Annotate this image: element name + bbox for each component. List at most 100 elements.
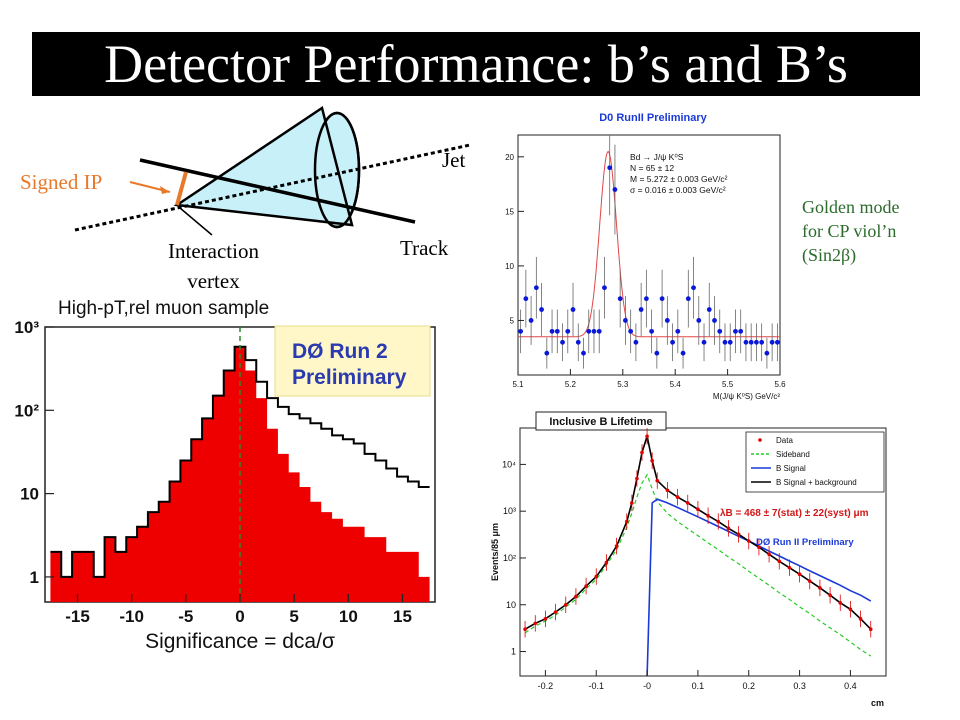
annotation-run: DØ Run II Preliminary xyxy=(756,537,854,548)
data-point xyxy=(539,307,544,312)
lifetime-plot: Inclusive B Lifetime -0.2 -0.1 -0 0.1 0.2 0.3 0… xyxy=(490,411,887,708)
data-point xyxy=(543,617,548,621)
x-tick-label: -0 xyxy=(643,681,651,691)
data-point xyxy=(640,450,644,455)
x-tick-label: -10 xyxy=(119,607,144,626)
data-point xyxy=(807,579,812,583)
x-tick-label: 5.3 xyxy=(617,380,629,389)
data-point xyxy=(868,627,873,632)
data-point xyxy=(767,552,771,557)
golden-mode-note: Golden mode for CP viol’n (Sin2β) xyxy=(802,195,899,267)
data-point xyxy=(624,519,629,524)
signed-ip-label: Signed IP xyxy=(20,170,103,194)
data-point xyxy=(614,544,619,548)
data-point xyxy=(774,339,780,345)
preliminary-box xyxy=(274,325,431,397)
legend-label: Sideband xyxy=(776,450,810,459)
data-point xyxy=(680,350,686,356)
x-axis-label: M(J/ψ K⁰S) GeV/c² xyxy=(713,392,780,401)
fit-curve xyxy=(518,150,780,338)
data-point xyxy=(563,602,568,607)
y-tick-label: 10² xyxy=(14,401,39,420)
data-point xyxy=(596,328,602,334)
legend-marker xyxy=(758,438,762,442)
x-tick-label: 5.1 xyxy=(512,380,524,389)
data-point xyxy=(633,339,639,345)
vertex-label-line1: Interaction xyxy=(168,239,259,263)
stats-line: M = 5.272 ± 0.003 GeV/c² xyxy=(630,174,728,184)
x-tick-label: 0.4 xyxy=(844,681,857,691)
bd-mass-plot: D0 RunII Preliminary 5.1 5.2 5.3 5.4 5.5 5.6 5 1… xyxy=(505,112,786,401)
data-point xyxy=(696,318,702,323)
signed-ip-marker xyxy=(175,171,188,206)
x-tick-label: -0.1 xyxy=(588,681,604,691)
data-point xyxy=(848,607,853,612)
data-point xyxy=(581,350,586,356)
data-point xyxy=(787,565,792,570)
data-point xyxy=(659,296,665,302)
series-signal-plus-bg xyxy=(524,433,872,630)
data-point xyxy=(712,318,717,323)
data-point xyxy=(797,572,802,576)
data-point xyxy=(818,586,822,590)
y-tick-label: 10 xyxy=(505,262,514,271)
y-tick-label: 10⁴ xyxy=(502,459,516,469)
data-point xyxy=(617,296,623,302)
data-point xyxy=(759,339,765,345)
data-point xyxy=(743,339,749,345)
y-tick-label: 10 xyxy=(506,600,516,610)
x-axis-label: cm xyxy=(871,698,884,708)
data-point xyxy=(604,560,609,565)
stats-line: N = 65 ± 12 xyxy=(630,163,674,173)
data-point xyxy=(655,478,660,483)
data-point xyxy=(748,339,754,345)
data-point xyxy=(838,601,843,605)
data-point xyxy=(638,307,644,312)
data-point xyxy=(726,526,731,531)
data-point xyxy=(670,339,675,345)
data-point xyxy=(701,339,707,345)
data-point xyxy=(574,594,578,599)
legend-label: B Signal xyxy=(776,464,806,473)
data-point xyxy=(757,545,761,549)
data-point xyxy=(754,339,759,345)
ip-diagram xyxy=(74,105,471,236)
data-point xyxy=(727,339,733,345)
jet-label: Jet xyxy=(442,148,466,172)
note-line3: (Sin2β) xyxy=(802,245,857,265)
data-point xyxy=(777,559,782,564)
data-point xyxy=(635,476,639,481)
data-point xyxy=(612,187,618,192)
data-point xyxy=(675,328,681,334)
y-axis-label: Events/85 μm xyxy=(490,523,500,581)
y-tick-label: 20 xyxy=(505,153,514,162)
data-point xyxy=(584,584,588,588)
data-point xyxy=(764,350,770,356)
data-point xyxy=(736,532,741,537)
data-point xyxy=(650,458,654,463)
x-tick-label: 5.6 xyxy=(774,380,786,389)
jet-cone xyxy=(173,105,354,227)
data-point xyxy=(591,328,597,334)
series-sideband xyxy=(524,473,872,657)
x-tick-label: 10 xyxy=(339,607,358,626)
note-line1: Golden mode xyxy=(802,197,900,217)
x-tick-label: -15 xyxy=(65,607,90,626)
data-point xyxy=(586,328,592,334)
series-step-hist xyxy=(50,345,430,578)
data-point xyxy=(738,328,744,334)
data-point xyxy=(628,328,634,334)
data-point xyxy=(722,339,728,345)
data-point xyxy=(664,318,670,323)
slide-title: Detector Performance: b’s and B’s xyxy=(32,32,920,96)
data-point xyxy=(560,339,565,345)
y-tick-label: 5 xyxy=(510,316,515,325)
chart-title: D0 RunII Preliminary xyxy=(599,112,707,124)
data-point xyxy=(602,285,607,291)
significance-histogram: High-pT,rel muon sample -15 -10 -5 0 5 10 15 1 10… xyxy=(14,298,436,653)
x-axis-label: Significance = dca/σ xyxy=(145,630,335,653)
track-label: Track xyxy=(400,236,449,260)
x-tick-label: 15 xyxy=(393,607,412,626)
data-point xyxy=(649,328,655,334)
data-point xyxy=(630,501,634,505)
